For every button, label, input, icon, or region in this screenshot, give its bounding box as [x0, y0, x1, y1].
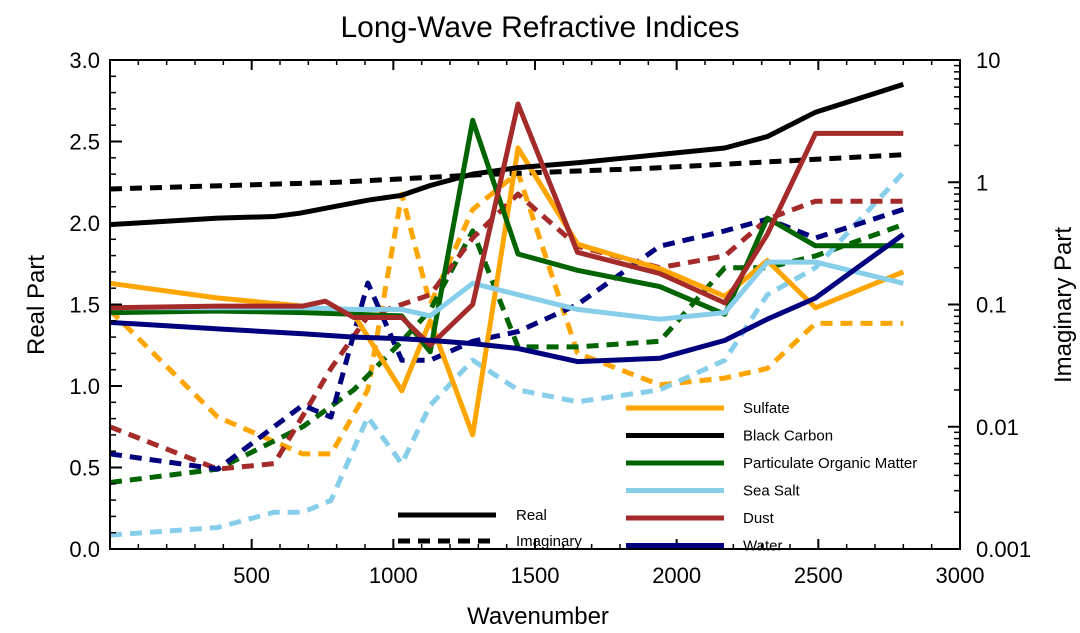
series-line-real-particulate-organic-matter — [109, 117, 904, 355]
y2-tick-label: 0.01 — [976, 415, 1019, 440]
y-tick-label: 0.0 — [69, 537, 100, 562]
x-tick-label: 1500 — [511, 563, 560, 588]
x-tick-label: 2000 — [652, 563, 701, 588]
series-line-real-sea-salt — [110, 259, 904, 322]
series-line-real-water — [109, 232, 905, 365]
y2-tick-label: 1 — [976, 170, 988, 195]
y-axis-right: 0.001 0.01 0.1 1 10 — [948, 48, 1031, 562]
x-axis-title: Wavenumber — [467, 603, 609, 630]
series-line-imaginary-black-carbon — [109, 152, 904, 192]
y-tick-label: 0.5 — [69, 456, 100, 481]
legend-label-particulate-organic-matter: Particulate Organic Matter — [743, 455, 917, 472]
series-legend: Sulfate Black Carbon Particulate Organic M… — [626, 400, 917, 555]
y2-tick-label: 0.001 — [976, 537, 1031, 562]
style-legend: Real Imaginary — [398, 507, 582, 550]
x-tick-label: 500 — [233, 563, 270, 588]
y-tick-label: 3.0 — [69, 48, 100, 73]
legend-label-water: Water — [743, 538, 782, 555]
series-line-imaginary-sulfate — [108, 170, 904, 457]
legend-label-sulfate: Sulfate — [743, 400, 790, 417]
chart-title: Long-Wave Refractive Indices — [340, 11, 739, 44]
y-axis-left: 0.0 0.5 1.0 1.5 2.0 2.5 3.0 — [69, 48, 122, 562]
legend-label-dust: Dust — [743, 510, 775, 527]
y-tick-label: 2.0 — [69, 211, 100, 236]
plot-area — [108, 82, 906, 538]
y2-axis-title: Imaginary Part — [1050, 227, 1077, 383]
x-tick-label: 3000 — [936, 563, 985, 588]
legend-label-black-carbon: Black Carbon — [743, 428, 833, 445]
y2-tick-label: 0.1 — [976, 293, 1007, 318]
y2-tick-label: 10 — [976, 48, 1000, 73]
style-legend-label-real: Real — [516, 507, 547, 524]
x-axis: 500 1000 1500 2000 2500 3000 — [137, 60, 985, 588]
series-line-real-black-carbon — [109, 82, 905, 228]
x-tick-label: 2500 — [794, 563, 843, 588]
x-tick-label: 1000 — [369, 563, 418, 588]
series-line-real-dust — [109, 101, 904, 348]
y-tick-label: 2.5 — [69, 130, 100, 155]
y-tick-label: 1.5 — [69, 293, 100, 318]
legend-label-sea-salt: Sea Salt — [743, 483, 801, 500]
series-line-imaginary-dust — [109, 191, 904, 472]
y-tick-label: 1.0 — [69, 374, 100, 399]
style-legend-label-imaginary: Imaginary — [516, 533, 582, 550]
y-axis-title: Real Part — [23, 255, 50, 355]
